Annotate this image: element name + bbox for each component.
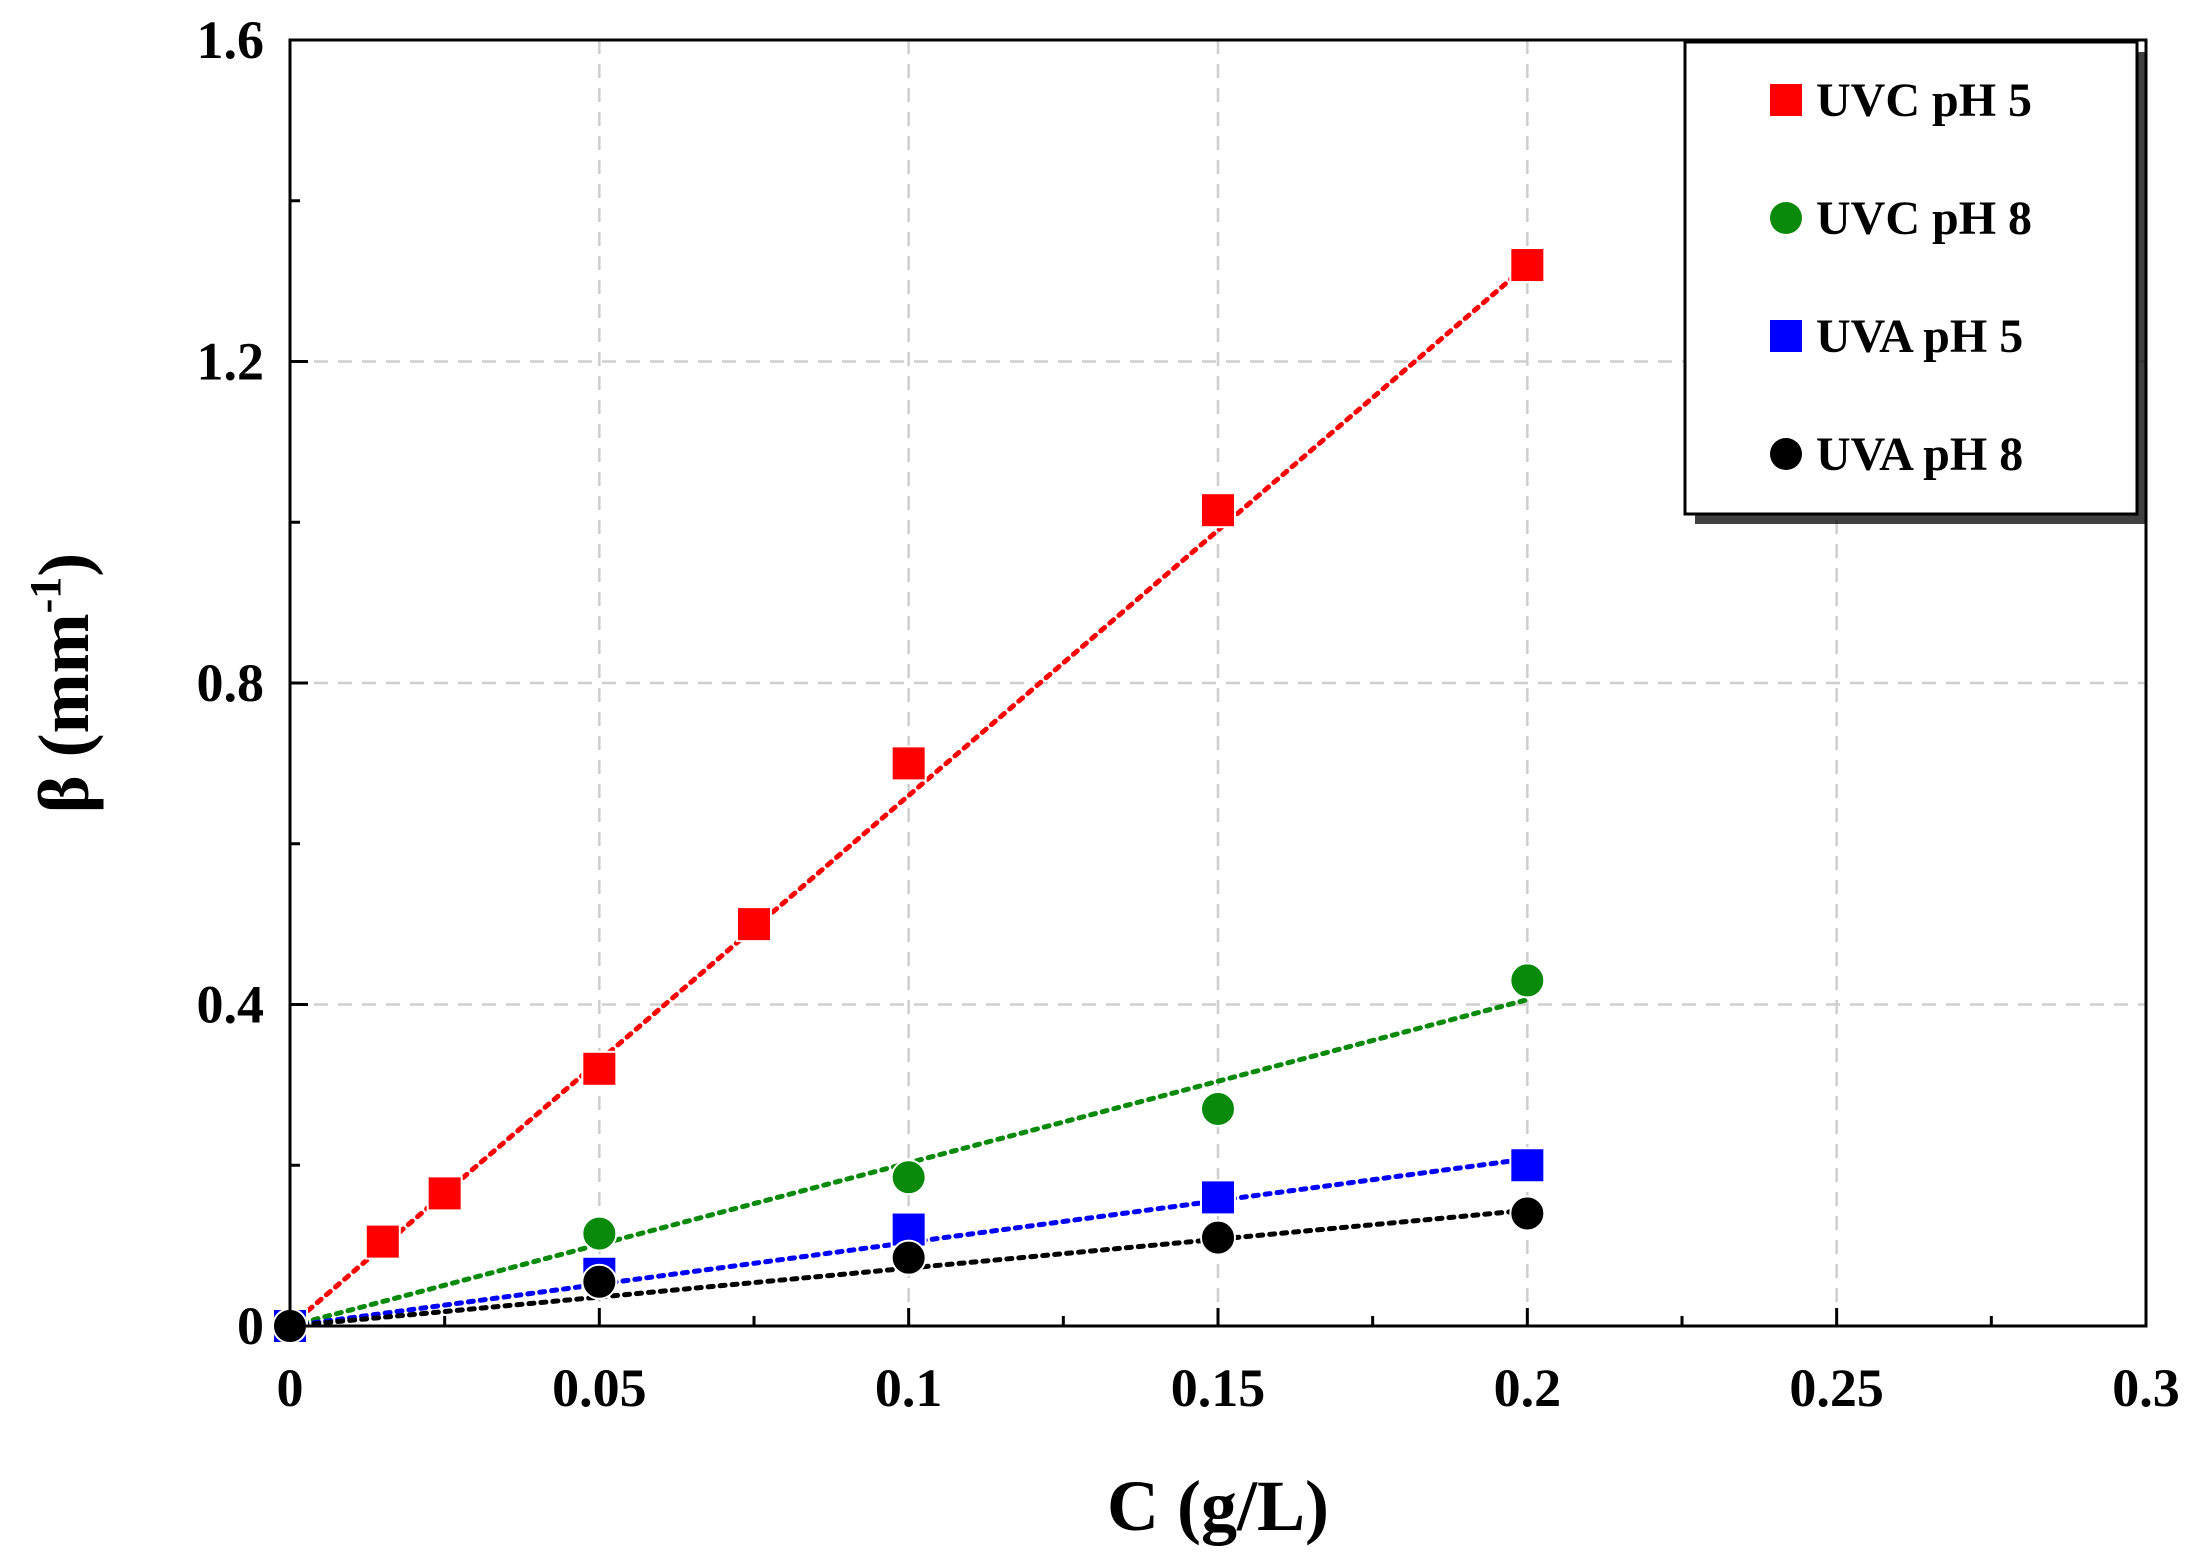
data-point-circle — [890, 1239, 927, 1276]
y-tick-label: 1.2 — [197, 332, 265, 392]
x-tick-label: 0.1 — [875, 1358, 943, 1418]
data-point-square — [890, 745, 927, 782]
data-point-square — [581, 1050, 618, 1087]
legend-label: UVC pH 5 — [1816, 74, 2032, 127]
data-point-circle — [581, 1263, 618, 1300]
x-tick-label: 0.3 — [2112, 1358, 2180, 1418]
y-axis-title: β (mm-1) — [21, 553, 104, 814]
y-axis-title-superscript: -1 — [21, 577, 70, 614]
legend-marker-circle — [1770, 438, 1802, 470]
data-point-circle — [1509, 962, 1546, 999]
legend-label: UVA pH 8 — [1816, 428, 2023, 481]
x-tick-label: 0.25 — [1789, 1358, 1884, 1418]
data-point-circle — [890, 1159, 927, 1196]
data-point-square — [364, 1223, 401, 1260]
y-tick-label: 1.6 — [197, 10, 265, 70]
legend-box — [1683, 40, 2139, 516]
legend-entries: UVC pH 5 UVC pH 8 UVA pH 5 UVA pH 8 — [1770, 74, 2032, 481]
axis-ticks: 0 0.05 0.1 0.15 0.2 0.25 0.3 0 0.4 0.8 1.2 1.6 — [197, 10, 2180, 1418]
data-point-circle — [1509, 1195, 1546, 1232]
data-point-square — [1509, 1147, 1546, 1184]
fit-line — [287, 262, 1530, 1329]
x-axis-title: C (g/L) — [1107, 1466, 1329, 1546]
data-point-circle — [581, 1215, 618, 1252]
fit-line — [287, 1207, 1530, 1329]
y-tick-label: 0 — [237, 1296, 264, 1356]
legend-label: UVC pH 8 — [1816, 192, 2032, 245]
y-tick-label: 0.8 — [197, 653, 265, 713]
data-point-square — [736, 906, 772, 943]
y-axis-title-close: ) — [24, 553, 104, 577]
legend: UVC pH 5 UVC pH 8 UVA pH 5 UVA pH 8 — [1683, 40, 2147, 524]
y-axis-title-main: β (mm — [24, 613, 104, 813]
legend-label: UVA pH 5 — [1816, 310, 2023, 363]
x-tick-label: 0.15 — [1171, 1358, 1266, 1418]
y-tick-label: 0.4 — [197, 975, 265, 1035]
legend-marker-circle — [1770, 202, 1802, 234]
data-point-square — [1200, 1179, 1236, 1216]
x-tick-label: 0 — [277, 1358, 304, 1418]
data-point-square — [1200, 492, 1236, 529]
data-point-circle — [1200, 1090, 1236, 1127]
x-tick-label: 0.05 — [552, 1358, 647, 1418]
data-point-square — [1509, 247, 1546, 284]
x-tick-label: 0.2 — [1494, 1358, 1562, 1418]
legend-marker-square — [1770, 84, 1802, 116]
data-point-circle — [1200, 1219, 1236, 1256]
data-point-square — [426, 1175, 463, 1212]
legend-marker-square — [1770, 320, 1802, 352]
